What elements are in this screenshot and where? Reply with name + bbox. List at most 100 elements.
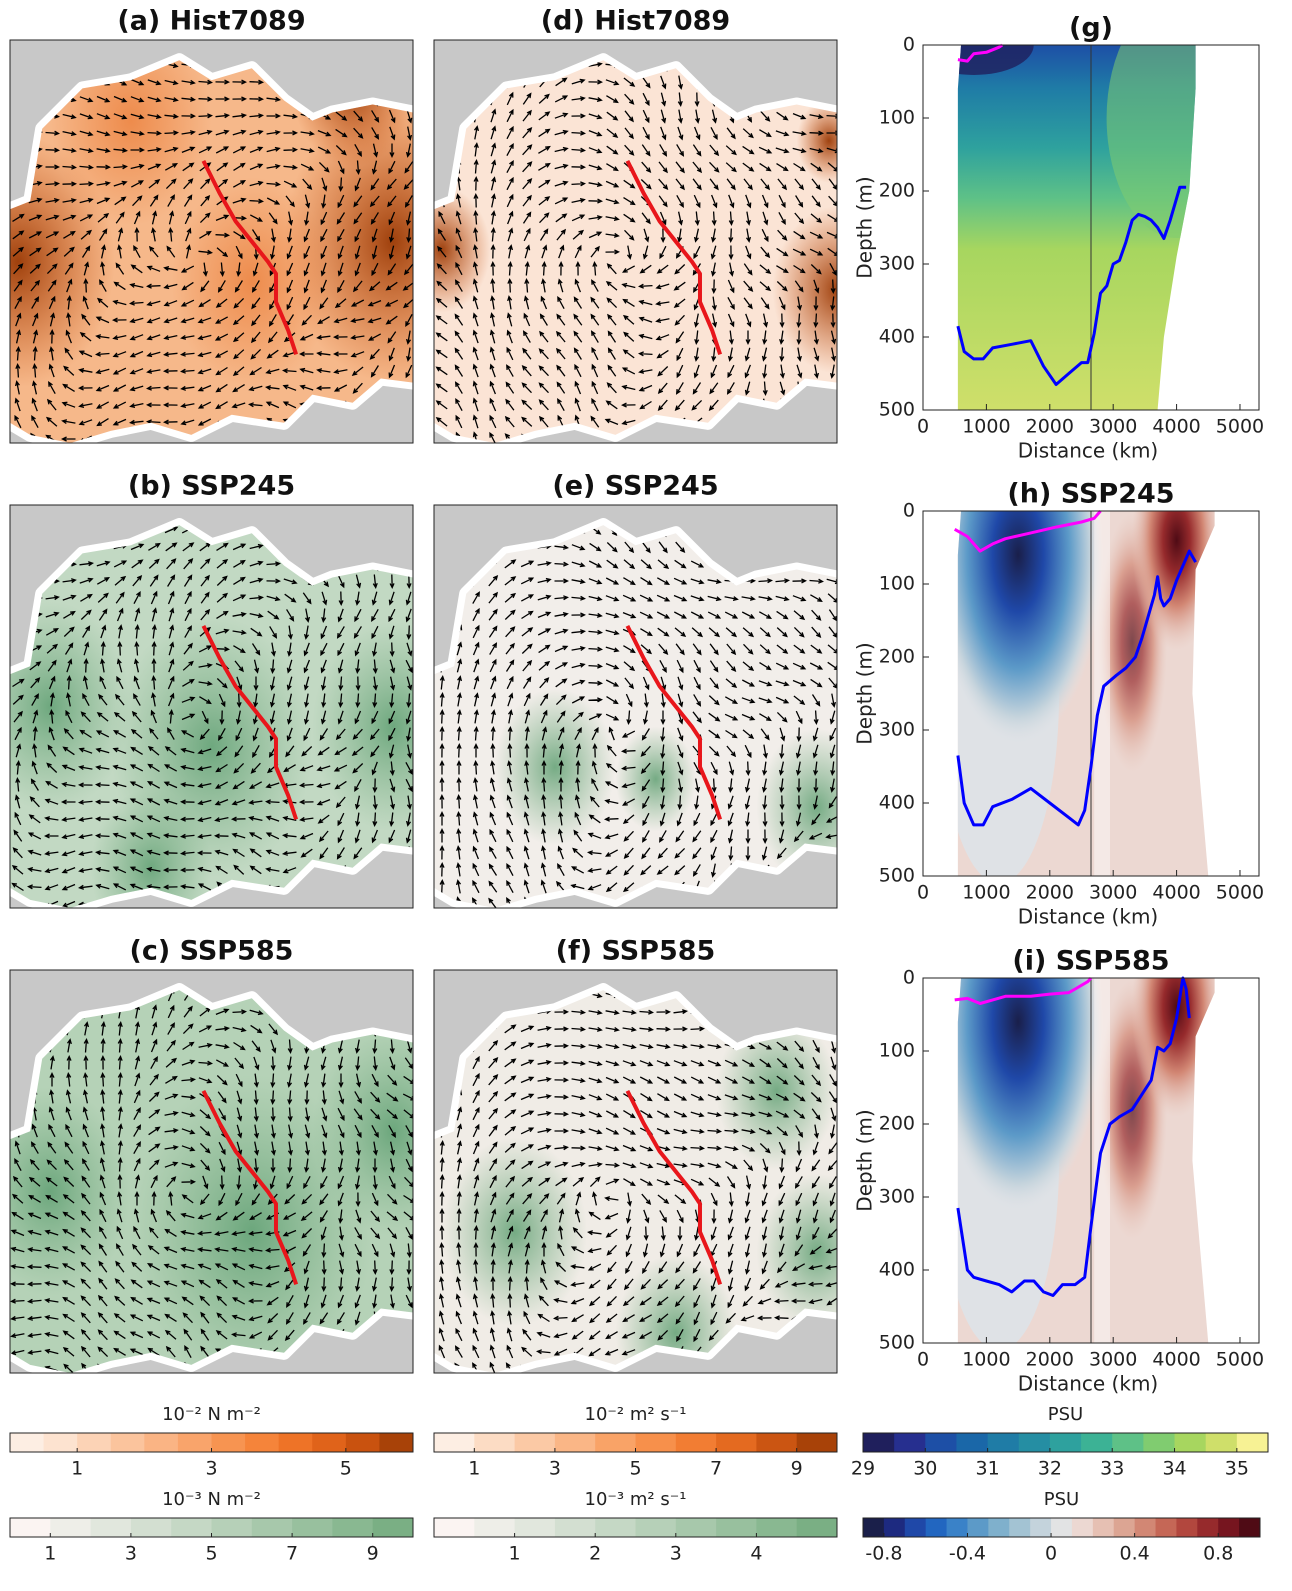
colorbar-segment [474,1433,515,1452]
colorbar-segment [279,1433,313,1452]
x-tick-label: 0 [917,1349,929,1371]
x-tick-label: 5000 [1216,416,1264,438]
colorbar-segment [144,1433,178,1452]
colorbar-segment [1081,1433,1113,1452]
colorbar-segment [1218,1518,1239,1537]
colorbar-segment [77,1433,111,1452]
colorbar-segment [1050,1433,1082,1452]
x-tick-label: 4000 [1152,416,1200,438]
x-tick-label: 1000 [962,1349,1010,1371]
colorbar-segment [676,1518,717,1537]
x-axis-label: Distance (km) [1018,1372,1158,1396]
y-tick-label: 400 [879,792,915,814]
colorbar-segment [905,1518,926,1537]
y-tick-label: 500 [879,399,915,421]
colorbar-tick-label: 5 [340,1458,352,1480]
colorbar-label: PSU [1048,1404,1083,1425]
colorbar-segment [1093,1518,1114,1537]
colorbar-segment [1175,1433,1207,1452]
colorbar-tick-label: 7 [710,1458,722,1480]
x-tick-label: 0 [917,416,929,438]
colorbar-tick-label: 29 [851,1458,875,1480]
colorbar-segment [373,1518,414,1537]
field-patch [442,1138,587,1327]
colorbar-segment [245,1433,279,1452]
colorbar-segment [926,1518,947,1537]
x-tick-label: 3000 [1089,416,1137,438]
colorbar-tick-label: 1 [509,1543,521,1565]
colorbar-segment [1135,1518,1156,1537]
colorbar-segment [178,1433,212,1452]
field-gap [1094,978,1110,1343]
colorbar-segment [515,1433,556,1452]
colorbar-tick-label: 31 [976,1458,1000,1480]
colorbar-segment [171,1518,212,1537]
field-patch [494,688,615,845]
colorbar-tick-label: 3 [125,1543,137,1565]
colorbar-tick-label: 4 [750,1543,762,1565]
colorbar-segment [676,1433,717,1452]
section-title: (g) [1069,13,1113,44]
colorbar-segment [1030,1518,1051,1537]
colorbar-segment [947,1518,968,1537]
x-axis-label: Distance (km) [1018,905,1158,929]
colorbar-segment [346,1433,380,1452]
map-title: (c) SSP585 [130,936,294,967]
colorbar-tick-label: 32 [1038,1458,1062,1480]
map-title: (b) SSP245 [128,471,295,502]
colorbar-segment [894,1433,926,1452]
colorbar-segment [716,1433,757,1452]
colorbar-tick-label: 7 [286,1543,298,1565]
colorbar-segment [379,1433,413,1452]
colorbar-segment [474,1518,515,1537]
colorbar-segment [636,1518,677,1537]
map-title: (f) SSP585 [556,936,716,967]
y-tick-label: 300 [879,1186,915,1208]
field-patch [1132,430,1222,650]
x-axis-label: Distance (km) [1018,439,1158,463]
x-tick-label: 3000 [1089,882,1137,904]
y-axis-label: Depth (m) [853,1109,877,1211]
x-tick-label: 5000 [1216,882,1264,904]
x-tick-label: 1000 [962,416,1010,438]
y-tick-label: 0 [903,967,915,989]
colorbar-segment [1239,1518,1260,1537]
colorbar-tick-label: 5 [205,1543,217,1565]
colorbar-segment [1156,1518,1177,1537]
colorbar-tick-label: 1 [44,1543,56,1565]
y-tick-label: 500 [879,865,915,887]
y-tick-label: 300 [879,253,915,275]
colorbar-segment [797,1433,838,1452]
section-title: (i) SSP585 [1012,946,1169,977]
field-patch [1132,897,1222,1117]
colorbar-label: 10⁻² N m⁻² [162,1404,261,1425]
colorbar-segment [131,1518,172,1537]
colorbar-segment [1237,1433,1269,1452]
map-title: (e) SSP245 [552,471,718,502]
field-patch [933,832,1103,1212]
colorbar-segment [50,1518,91,1537]
colorbar-tick-label: 33 [1100,1458,1124,1480]
y-tick-label: 400 [879,326,915,348]
colorbar-segment [595,1433,636,1452]
section-title: (h) SSP245 [1007,479,1174,510]
x-tick-label: 4000 [1152,882,1200,904]
y-tick-label: 100 [879,1040,915,1062]
colorbar-segment [863,1433,895,1452]
colorbar-segment [1112,1433,1144,1452]
colorbar-segment [884,1518,905,1537]
colorbar-segment [956,1433,988,1452]
colorbar-tick-label: 0.4 [1120,1543,1150,1565]
y-tick-label: 0 [903,500,915,522]
colorbar-tick-label: 3 [670,1543,682,1565]
field-patch [933,365,1103,745]
y-tick-label: 200 [879,1113,915,1135]
colorbar-segment [863,1518,884,1537]
x-tick-label: 2000 [1026,882,1074,904]
colorbar-segment [555,1518,596,1537]
x-tick-label: 1000 [962,882,1010,904]
y-tick-label: 100 [879,573,915,595]
colorbar-segment [1072,1518,1093,1537]
colorbar-segment [555,1433,596,1452]
colorbar-label: 10⁻³ N m⁻² [162,1489,261,1510]
